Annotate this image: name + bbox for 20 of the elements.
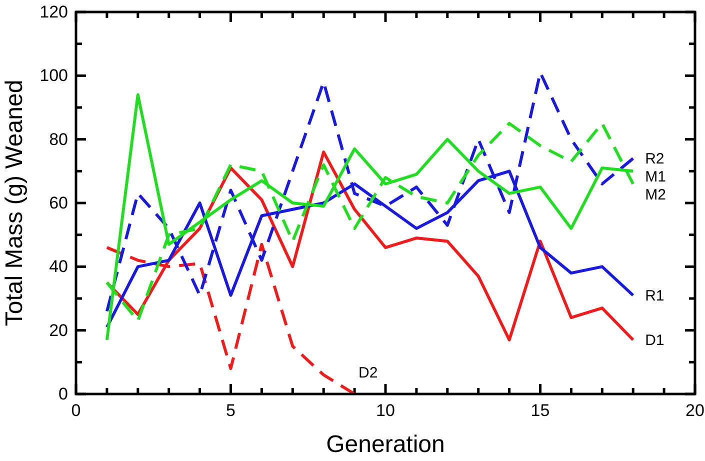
series-label: D2 [358, 364, 378, 382]
x-tick-label: 15 [530, 401, 550, 420]
y-tick-label: 80 [49, 130, 68, 149]
series-label: M2 [645, 186, 666, 204]
y-tick-label: 0 [58, 384, 68, 404]
x-tick-label: 20 [686, 401, 704, 420]
series-label: M1 [645, 168, 666, 186]
y-axis-title: Total Mass (g) Weaned [1, 80, 28, 326]
series-label: D1 [645, 332, 664, 350]
x-tick-label: 0 [71, 401, 81, 420]
y-tick-label: 40 [49, 257, 68, 276]
y-tick-label: 120 [40, 2, 68, 22]
series-label: R1 [645, 288, 664, 305]
x-tick-label: 10 [376, 401, 395, 420]
y-tick-label: 100 [40, 66, 68, 86]
y-tick-label: 20 [49, 320, 68, 340]
series-label: R2 [645, 150, 664, 168]
x-tick-label: 5 [226, 401, 236, 420]
y-tick-label: 60 [49, 193, 68, 212]
x-axis-title: Generation [326, 431, 445, 458]
